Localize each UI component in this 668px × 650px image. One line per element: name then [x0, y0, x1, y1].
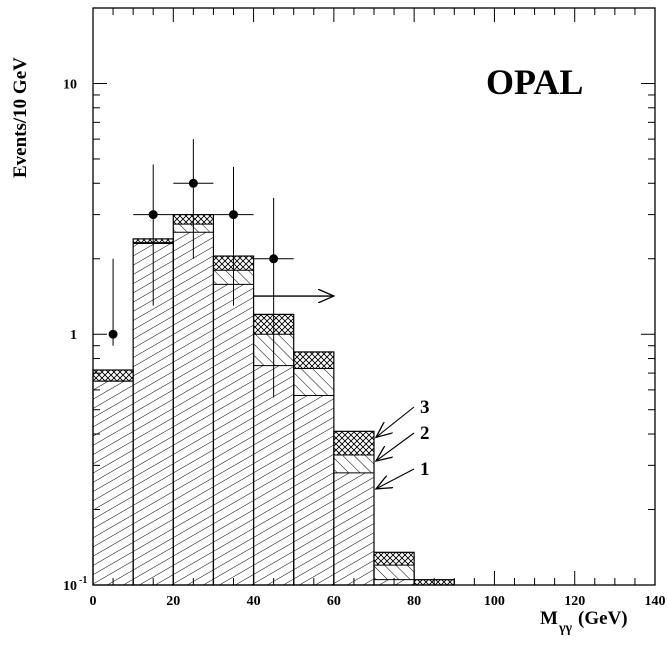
x-tick-label-60: 60: [327, 594, 341, 609]
component-arrow-3: [376, 406, 415, 437]
component-label-3: 3: [420, 397, 430, 418]
bar-1-6: [333, 472, 374, 585]
data-point-1: [148, 210, 158, 220]
x-axis-title-sub: γγ: [558, 621, 573, 636]
bar-1-4: [253, 365, 294, 585]
component-label-1: 1: [420, 459, 430, 480]
y-tick-exponent-2: -1: [79, 575, 87, 586]
x-axis-title: Mγγ (GeV): [540, 608, 628, 636]
x-axis-title-unit: (GeV): [578, 608, 628, 629]
data-point-3: [229, 210, 238, 220]
x-tick-label-140: 140: [645, 594, 666, 609]
bar-1-0: [93, 381, 134, 585]
y-tick-label-1: 1: [70, 328, 77, 343]
data-point-2: [188, 178, 198, 188]
svg-text:Mγγ(GeV): Mγγ (GeV): [540, 608, 628, 636]
component-label-2: 2: [420, 423, 430, 444]
x-tick-labels: 0 20 40 60 80 100 120 140: [90, 594, 666, 609]
axis-ticks: [92, 7, 656, 586]
bar-1-2: [173, 232, 214, 586]
bar-1-5: [293, 395, 334, 585]
x-tick-label-80: 80: [407, 594, 421, 609]
y-tick-label-0: 10: [63, 77, 77, 92]
component-arrow-2: [376, 432, 415, 461]
x-tick-label-120: 120: [564, 594, 585, 609]
component-arrow-1: [376, 468, 415, 489]
x-tick-label-40: 40: [247, 594, 261, 609]
data-point-0: [108, 329, 118, 339]
experiment-label: OPAL: [486, 62, 583, 102]
bar-1-3: [213, 284, 254, 585]
y-axis-title: Events/10 GeV: [10, 57, 31, 178]
data-points: [108, 139, 294, 398]
x-tick-label-0: 0: [90, 594, 97, 609]
component-labels: 1 2 3: [376, 397, 430, 489]
data-point-4: [269, 254, 279, 264]
y-tick-label-2: 10: [63, 579, 77, 594]
x-axis-title-main: M: [540, 608, 558, 629]
x-tick-label-20: 20: [166, 594, 180, 609]
x-tick-label-100: 100: [484, 594, 505, 609]
